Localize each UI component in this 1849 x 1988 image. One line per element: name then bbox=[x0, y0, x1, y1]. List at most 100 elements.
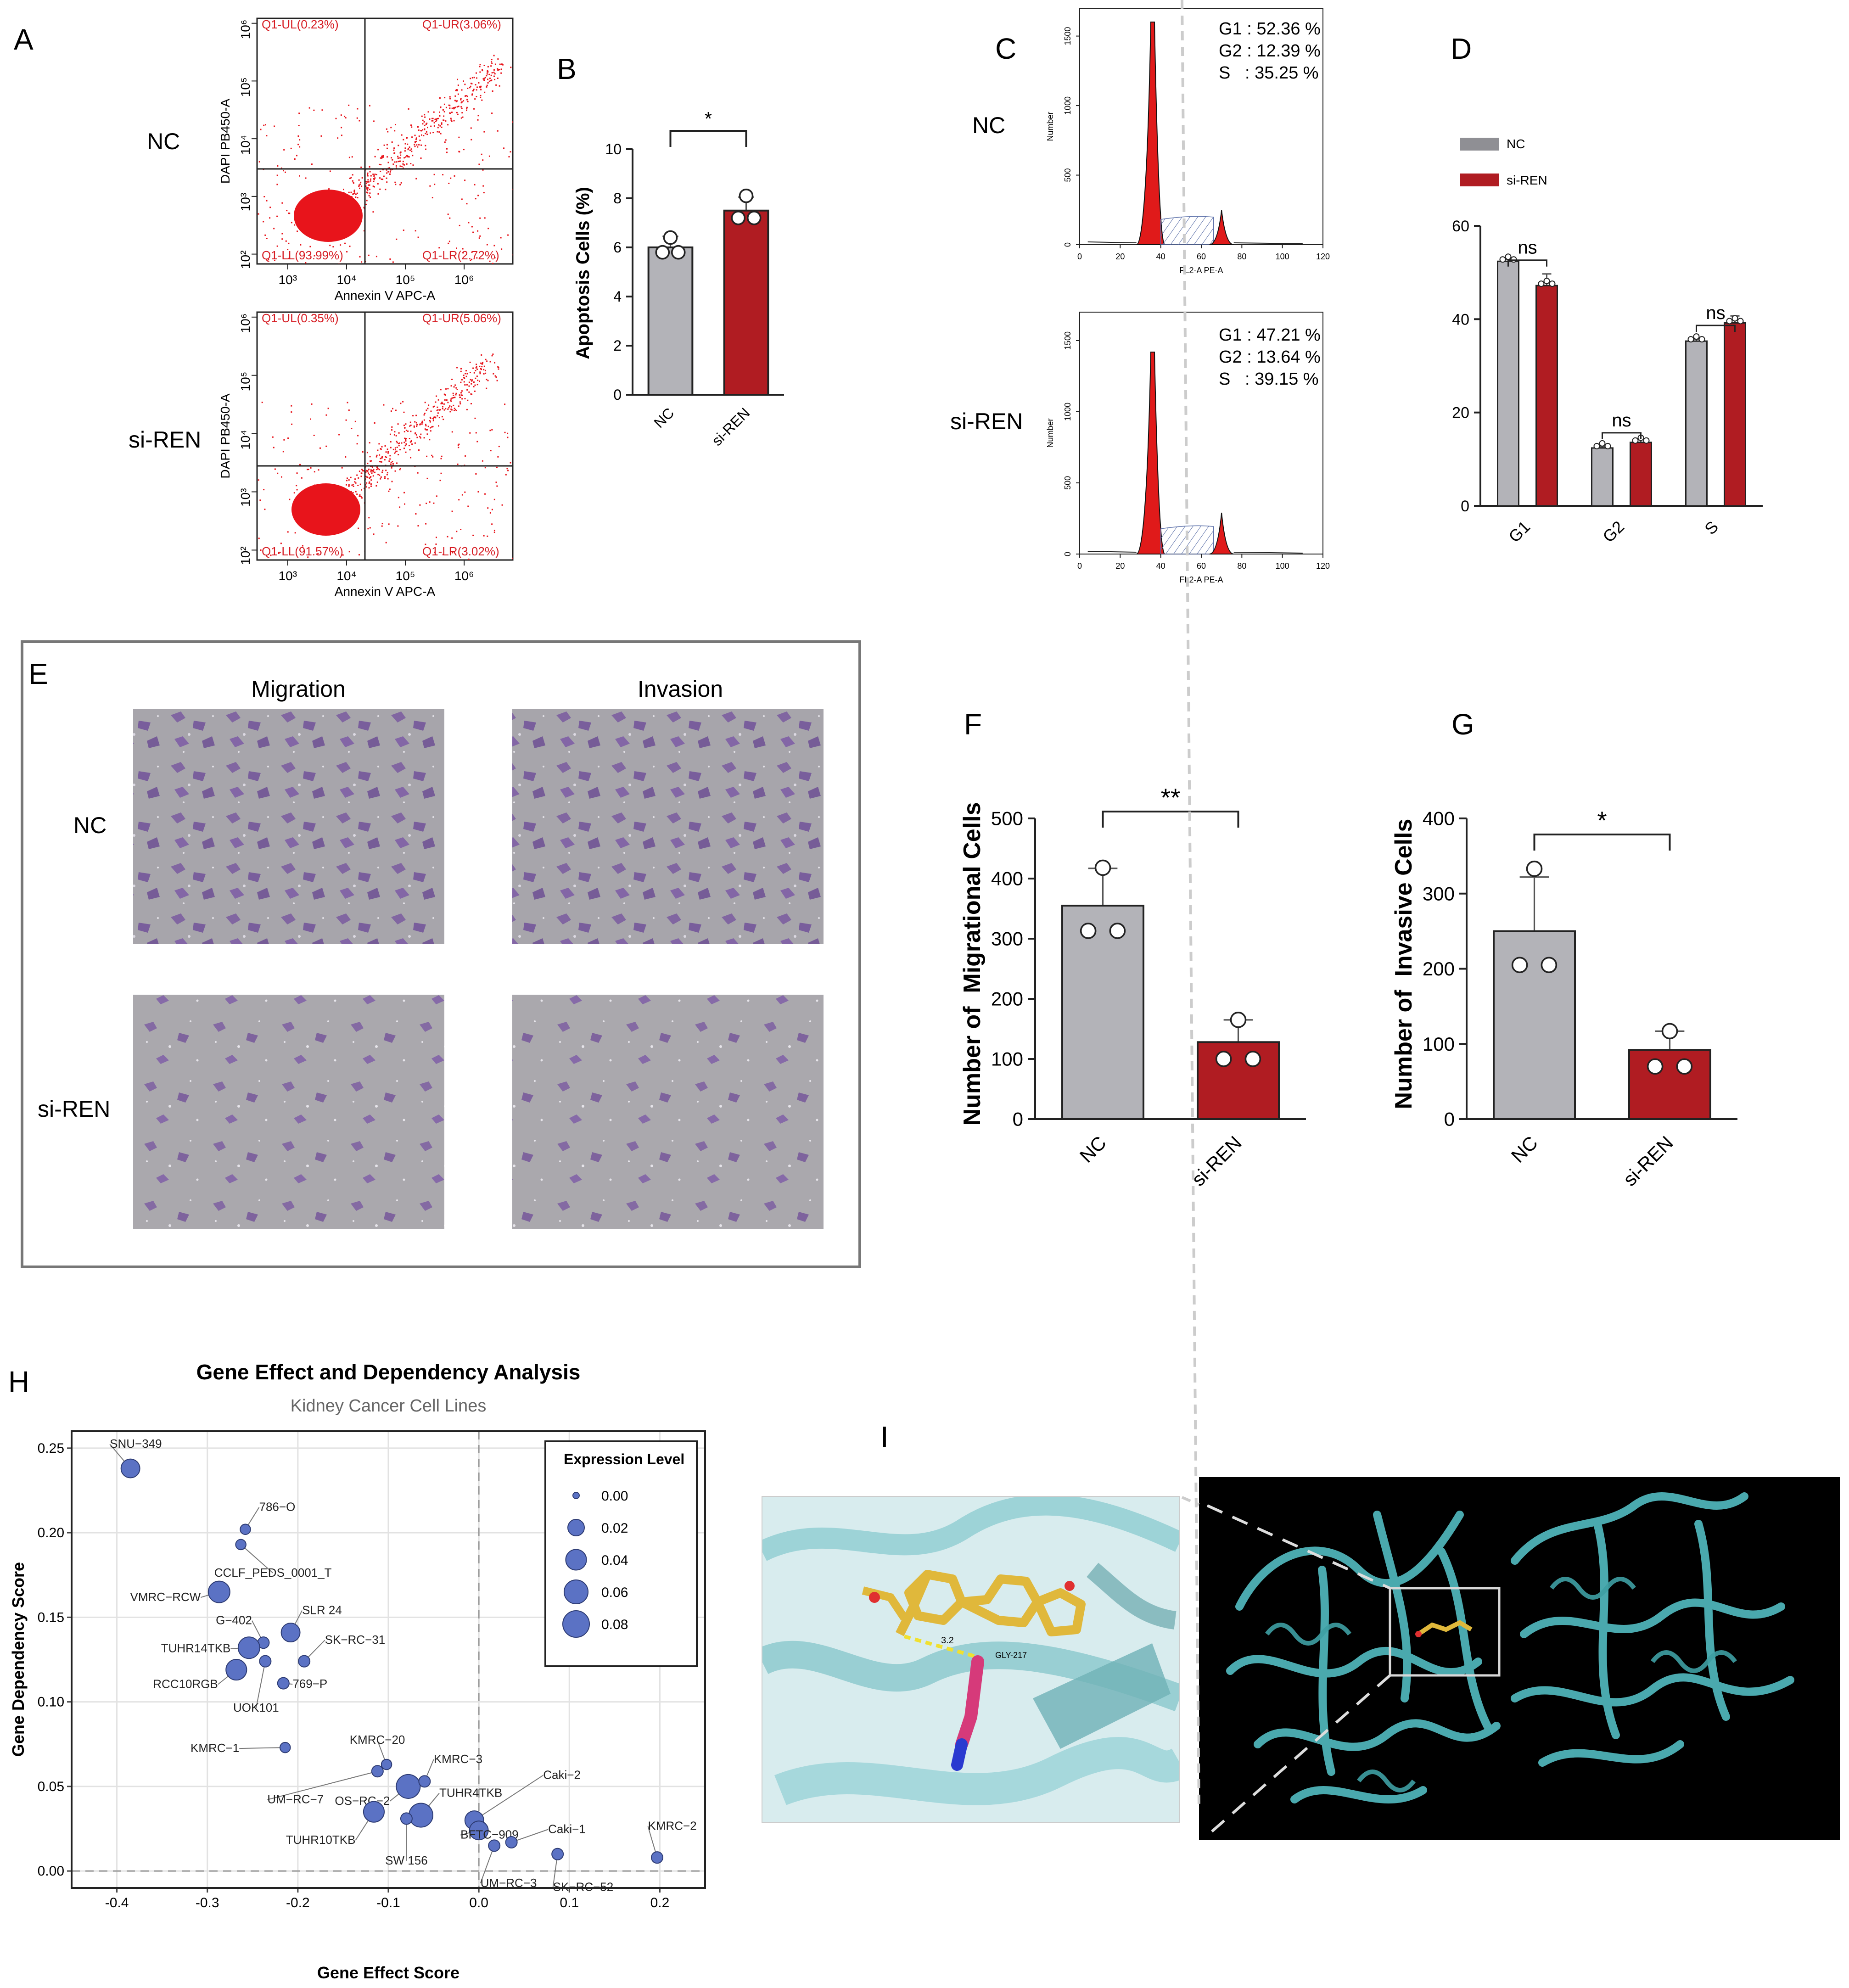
x-tick-label: 0.0 bbox=[469, 1895, 488, 1910]
replicate-point bbox=[1698, 336, 1705, 343]
x-tick-label: -0.4 bbox=[105, 1895, 129, 1910]
closeup-frame bbox=[762, 1496, 1180, 1823]
replicate-point bbox=[1643, 437, 1650, 444]
point-label: RCC10RGB bbox=[153, 1677, 218, 1691]
data-point bbox=[363, 1801, 385, 1823]
replicate-point bbox=[746, 210, 762, 225]
quadrant-ll: Q1-LL(93.99%) bbox=[262, 248, 343, 262]
point-label: 769−P bbox=[292, 1677, 327, 1691]
legend-entry: si-REN bbox=[1507, 173, 1547, 187]
data-point bbox=[505, 1836, 518, 1848]
y-axis-title: DAPI PB450-A bbox=[218, 99, 232, 184]
point-label: KMRC−20 bbox=[350, 1733, 405, 1747]
replicate-point bbox=[1080, 923, 1097, 939]
s-phase-area bbox=[1160, 216, 1214, 245]
replicate-point bbox=[663, 230, 678, 245]
zoom-guide bbox=[1181, 1496, 1200, 1506]
data-point bbox=[207, 1580, 230, 1603]
chart-title: Gene Effect and Dependency Analysis bbox=[196, 1360, 581, 1384]
x-tick-label: 120 bbox=[1316, 561, 1330, 571]
y-tick-label: 0.05 bbox=[38, 1779, 64, 1794]
y-tick-label: 0.20 bbox=[38, 1525, 64, 1540]
zoom-guide bbox=[1211, 1674, 1391, 1833]
bar bbox=[1724, 322, 1746, 507]
quadrant-lr: Q1-LR(2.72%) bbox=[422, 248, 499, 262]
bar bbox=[1061, 904, 1144, 1120]
x-axis-title: Annexin V APC-A bbox=[335, 584, 436, 599]
x-tick-label: si-REN bbox=[708, 404, 753, 449]
x-tick-label: S bbox=[1701, 517, 1722, 538]
point-label: 786−O bbox=[259, 1500, 296, 1514]
significance-mark: ns bbox=[1706, 303, 1725, 323]
data-point bbox=[277, 1677, 290, 1690]
pocket-closeup: 3.2 GLY-217 bbox=[762, 1496, 1180, 1822]
y-tick-label: 100 bbox=[1423, 1033, 1455, 1055]
y-tick-label: 200 bbox=[1423, 958, 1455, 980]
data-point bbox=[408, 1803, 434, 1828]
replicate-point bbox=[1511, 957, 1528, 974]
point-label: UOK101 bbox=[233, 1701, 279, 1714]
y-tick-label: 0.10 bbox=[38, 1695, 64, 1710]
y-tick-label: 10³ bbox=[238, 193, 252, 211]
y-tick-label: 0 bbox=[1063, 242, 1072, 247]
replicate-point bbox=[1505, 253, 1512, 260]
data-point bbox=[298, 1655, 311, 1668]
point-label: UM−RC−7 bbox=[267, 1792, 324, 1806]
point-label: TUHR10TKB bbox=[286, 1833, 356, 1847]
y-tick-label: 10⁴ bbox=[238, 430, 252, 450]
stat-line: G2 : 13.64 % bbox=[1219, 347, 1321, 367]
dense-population bbox=[291, 483, 360, 536]
flow-dots bbox=[258, 353, 513, 560]
zoom-box bbox=[1389, 1587, 1501, 1677]
replicate-point bbox=[1541, 957, 1558, 974]
replicate-point bbox=[1230, 1012, 1247, 1028]
y-tick-label: 300 bbox=[1423, 883, 1455, 904]
y-tick-label: 10² bbox=[238, 251, 252, 269]
legend-entries: 0.00 0.02 0.04 0.06 0.08 bbox=[562, 1489, 628, 1638]
x-tick-label: 0.1 bbox=[560, 1895, 579, 1910]
replicate-point bbox=[1676, 1058, 1693, 1075]
y-tick-label: 60 bbox=[1452, 218, 1469, 235]
replicate-point bbox=[739, 188, 754, 203]
legend-title: Expression Level bbox=[564, 1451, 684, 1467]
g2-peak bbox=[1209, 210, 1234, 245]
legend-entry: 0.06 bbox=[601, 1585, 628, 1600]
point-label: UM−RC−3 bbox=[481, 1876, 537, 1890]
x-tick-label: 0 bbox=[1077, 252, 1082, 261]
micrograph-invasion-nc bbox=[512, 709, 824, 944]
grouped-bar-chart: 0 20 40 60 ns G1 ns G2 ns S bbox=[1452, 218, 1763, 546]
point-label: KMRC−1 bbox=[191, 1741, 239, 1755]
legend-symbol bbox=[572, 1492, 580, 1499]
label-leader bbox=[474, 1775, 543, 1821]
stat-line: S : 35.25 % bbox=[1219, 63, 1319, 83]
label-leader bbox=[255, 1661, 266, 1708]
y-tick-label: 40 bbox=[1452, 311, 1469, 328]
x-tick-label: 10⁵ bbox=[396, 569, 415, 583]
y-axis-title: Number of Invasive Cells bbox=[1390, 819, 1417, 1109]
y-tick-label: 500 bbox=[1063, 168, 1072, 182]
x-tick-label: 20 bbox=[1115, 561, 1125, 571]
significance-bracket bbox=[1602, 432, 1642, 439]
y-tick-label: 300 bbox=[991, 928, 1023, 950]
significance-bracket bbox=[669, 130, 747, 147]
y-tick-label: 10 bbox=[605, 141, 622, 157]
quadrant-ur: Q1-UR(5.06%) bbox=[422, 311, 501, 325]
panel-i: I 3.2 GLY-217 bbox=[762, 0, 1840, 1840]
point-label: KMRC−3 bbox=[434, 1752, 482, 1766]
size-legend: Expression Level 0.00 0.02 0.04 0.06 0.08 bbox=[544, 1440, 698, 1667]
data-point bbox=[235, 1539, 247, 1551]
x-tick-label: NC bbox=[1507, 1132, 1542, 1167]
panel-g: G Number of Invasive Cells 0 100 200 300 400… bbox=[1390, 708, 1737, 1190]
x-axis-title: FL2-A PE-A bbox=[1179, 575, 1223, 584]
legend-swatch bbox=[1460, 138, 1499, 151]
x-tick-label: 10⁶ bbox=[454, 569, 474, 583]
g1-peak bbox=[1136, 352, 1165, 554]
micrograph-invasion-si-ren bbox=[512, 995, 824, 1229]
x-tick-label: -0.1 bbox=[376, 1895, 400, 1910]
y-tick-label: 100 bbox=[991, 1048, 1023, 1070]
replicate-point bbox=[1647, 1058, 1664, 1075]
bar bbox=[1535, 285, 1558, 507]
panel-a: A NC si-REN Q1-UL(0.23%) Q1-UR(3.06%) Q1… bbox=[14, 17, 514, 599]
data-point bbox=[237, 1636, 260, 1659]
replicate-point bbox=[1499, 256, 1506, 263]
